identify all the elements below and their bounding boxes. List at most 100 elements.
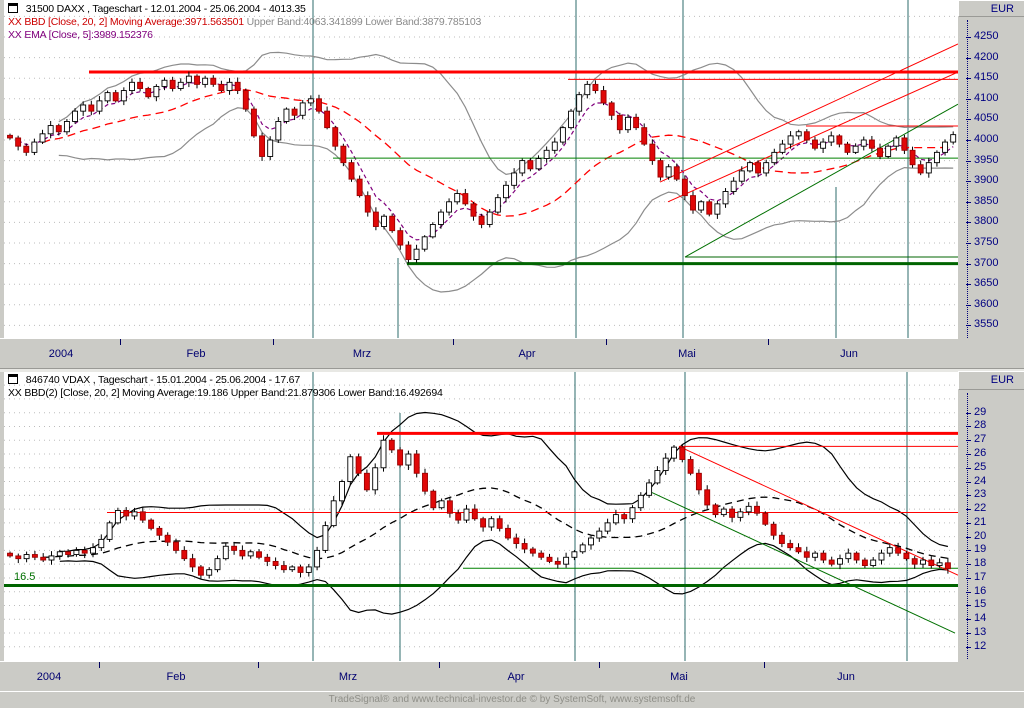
y-axis-label: 15	[974, 598, 987, 611]
candle-body	[81, 549, 88, 554]
candle-body	[763, 162, 770, 174]
candle-body	[671, 446, 677, 459]
candle-body	[218, 83, 225, 92]
month-tick	[599, 662, 600, 668]
candle-body	[55, 125, 62, 133]
candle-body	[870, 559, 877, 566]
y-axis-tick	[966, 243, 971, 244]
daxx-ema-legend: XX EMA [Close, 5]:3989.152376	[8, 29, 153, 41]
candle-body	[275, 121, 282, 141]
y-axis-tick	[966, 57, 971, 59]
candle-body	[795, 547, 802, 553]
y-axis-tick	[966, 325, 971, 327]
candle-body	[446, 201, 453, 213]
vdax-x-axis[interactable]: 2004 Feb Mrz Apr Mai Jun	[0, 661, 958, 691]
y-axis-tick	[966, 522, 971, 524]
annotation-line	[651, 492, 956, 634]
y-axis-label: 12	[974, 639, 987, 652]
pane-splitter[interactable]	[0, 368, 1024, 372]
candle-body	[662, 457, 669, 471]
y-axis-tick	[966, 37, 971, 38]
y-axis-tick	[966, 536, 971, 538]
y-axis-label: 3700	[974, 256, 999, 269]
candle-body	[673, 166, 680, 180]
daxx-x-axis[interactable]: 2004 Feb Mrz Apr Mai Jun	[0, 338, 958, 368]
candle-body	[893, 137, 900, 147]
annotation-line	[684, 103, 958, 258]
candle-body	[372, 211, 379, 227]
candle-body	[31, 141, 38, 153]
candle-body	[355, 456, 362, 474]
candle-body	[762, 512, 769, 525]
candle-body	[80, 104, 87, 112]
y-axis-label: 3950	[974, 153, 999, 166]
y-axis-label: 25	[974, 460, 987, 473]
candle-body	[878, 552, 885, 561]
candle-body	[704, 489, 711, 506]
candle-body	[283, 108, 290, 122]
candle-body	[7, 552, 13, 557]
y-axis-tick	[966, 564, 971, 566]
candle-body	[202, 77, 209, 85]
candle-body	[437, 211, 444, 225]
candle-body	[299, 102, 306, 116]
vdax-axis-corner	[958, 661, 1024, 691]
candle-body	[551, 141, 558, 151]
candle-body	[413, 248, 420, 260]
candle-body	[920, 559, 926, 565]
candle-body	[413, 453, 420, 474]
candle-body	[470, 203, 477, 217]
y-axis-tick	[966, 160, 971, 162]
month-label: Feb	[166, 671, 186, 683]
candle-body	[909, 149, 916, 166]
candle-body	[422, 472, 428, 492]
daxx-plot-area[interactable]	[4, 0, 958, 338]
candle-body	[148, 519, 155, 529]
candle-body	[222, 545, 229, 560]
candle-body	[164, 534, 171, 543]
candle-body	[901, 137, 908, 151]
candle-body	[388, 439, 395, 451]
vdax-currency-label: EUR	[958, 371, 1024, 390]
candle-body	[895, 547, 902, 554]
candle-body	[389, 215, 396, 232]
candle-body	[559, 127, 566, 143]
y-axis-tick	[966, 454, 971, 455]
month-tick	[453, 339, 454, 345]
candle-body	[173, 541, 179, 551]
candle-body	[588, 537, 594, 546]
candle-body	[868, 139, 875, 149]
candle-body	[754, 505, 760, 514]
candle-body	[129, 81, 135, 92]
candle-body	[405, 244, 412, 260]
candle-body	[397, 449, 404, 466]
candle-body	[950, 134, 957, 143]
window-restore-icon[interactable]	[8, 374, 18, 384]
candle-body	[836, 135, 843, 145]
daxx-bbd-legend: XX BBD [Close, 20, 2] Moving Average:397…	[8, 16, 244, 28]
y-axis-label: 27	[974, 433, 987, 446]
candle-body	[314, 549, 321, 568]
window-restore-icon[interactable]	[8, 3, 18, 13]
candle-body	[131, 511, 138, 517]
candle-body	[289, 566, 296, 571]
candle-body	[535, 158, 542, 170]
candle-body	[529, 548, 536, 554]
candle-body	[15, 137, 22, 147]
y-axis-label: 3900	[974, 174, 999, 187]
candle-body	[637, 494, 644, 509]
month-label: Jun	[837, 671, 855, 683]
y-axis-tick	[966, 140, 971, 141]
candle-body	[812, 139, 818, 149]
candle-body	[250, 108, 257, 137]
vdax-plot-area[interactable]	[4, 371, 958, 661]
y-axis-label: 3850	[974, 194, 999, 207]
candle-body	[120, 90, 127, 102]
footer-credit: TradeSignal® and www.technical-investor.…	[0, 691, 1024, 708]
candle-body	[307, 98, 314, 104]
candle-body	[364, 195, 371, 213]
month-label: Feb	[186, 348, 206, 360]
y-axis-tick	[966, 495, 971, 497]
candle-body	[657, 160, 664, 178]
vdax-y-axis[interactable]	[958, 390, 1024, 661]
